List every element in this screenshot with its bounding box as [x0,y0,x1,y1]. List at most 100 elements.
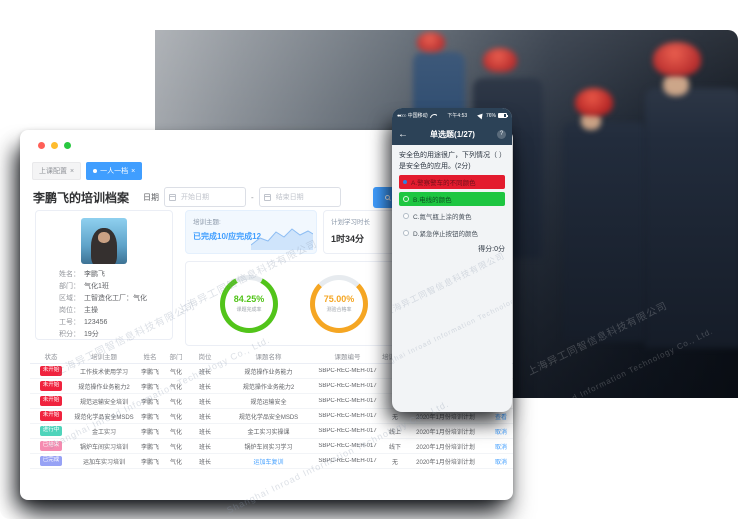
quiz-option[interactable]: D.紧急停止按钮的颜色 [399,226,505,240]
tab-一人一档[interactable]: 一人一档 × [86,162,143,180]
action-link[interactable]: 取消 [494,444,507,451]
calendar-icon [263,193,271,201]
tab-close-icon[interactable]: × [131,167,136,175]
quiz-option-text: B.电线的颜色 [413,197,452,204]
battery-icon [497,113,508,118]
post-cell: 班长 [198,384,211,391]
course-cell-link[interactable]: 运加车复训 [253,459,284,466]
post-cell: 班长 [198,444,211,451]
profile-fields: 姓名： 李鹏飞 部门： 气化1班 区域： 工智造化工厂：气化 岗位： 主操 工号： 123456 积… [46,269,166,341]
action-link[interactable]: 取消 [494,429,507,436]
status-cell: 已结束 [30,441,72,451]
clock-label: 下午4:53 [447,113,468,119]
tab-label: 一人一档 [100,168,129,175]
plan-cell: 2020年1月份培训计划 [416,429,475,436]
plan-duration-value: 1时34分 [331,234,365,244]
start-date-input[interactable] [164,187,247,207]
course-cell: 规范操作业务能力2 [242,384,295,391]
dept-cell: 气化 [169,444,182,451]
profile-field-value: 工智造化工厂：气化 [84,295,147,302]
page-title: 李鹏飞的培训档案 [33,190,130,205]
code-cell: SBPC-REC-MEH-017 [318,398,377,404]
avatar [81,218,127,264]
action-link[interactable]: 取消 [494,459,507,466]
code-cell: SBPC-REC-MEH-017 [318,413,377,419]
status-cell: 未开始 [30,381,72,391]
status-cell: 未开始 [30,396,72,406]
end-date-input[interactable] [258,187,341,207]
tab-上课配置[interactable]: 上课配置 × [32,162,82,180]
column-header: 岗位 [198,353,212,361]
table-row: 未开始 工作技术使用学习 李鹏飞 气化 班长 规范操作业务能力 SBPC-REC-MEH-0… [30,364,513,379]
dept-cell: 气化 [169,459,182,466]
plan-cell: 2020年1月份培训计划 [416,459,475,466]
sparkline-chart [251,228,313,250]
column-header: 部门 [169,353,183,361]
name-cell: 李鹏飞 [140,459,159,466]
post-cell: 班长 [198,459,211,466]
quiz-body: 安全色的用途很广，下列情况（ ）是安全色的应用。(2分) A.警察警车的不同颜色… [392,145,512,260]
profile-field-row: 部门： 气化1班 [46,281,166,293]
profile-field-label: 岗位： [59,307,80,314]
quiz-option[interactable]: A.警察警车的不同颜色 [399,175,505,189]
status-badge: 未开始 [39,396,63,406]
radio-icon [403,213,409,219]
profile-field-label: 姓名： [59,271,80,278]
training-topic-label: 培训主题: [193,219,221,226]
profile-field-label: 积分： [59,331,80,338]
topic-cell: 工作技术使用学习 [79,369,128,376]
profile-field-row: 工号： 123456 [46,317,166,329]
topic-cell: 运加车实习培训 [82,459,125,466]
status-cell: 进行中 [30,426,72,436]
back-arrow-icon[interactable]: ← [398,128,408,140]
phone-status-bar: ●●○○○ 中国移动 下午4:53 76% [392,108,512,123]
progress-ring-value: 84.25% [233,294,265,304]
profile-field-row: 积分： 19分 [46,329,166,341]
topic-cell: 锅炉车间实习培训 [79,444,128,451]
name-cell: 李鹏飞 [140,384,159,391]
tab-label: 上课配置 [39,168,67,175]
battery-percent: 76% [485,112,496,119]
training-topic-value: 已完成10/应完成12 [193,232,262,241]
help-icon[interactable]: ? [497,129,506,139]
maximize-window-icon[interactable] [64,142,71,149]
dept-cell: 气化 [169,384,182,391]
name-cell: 李鹏飞 [140,414,159,421]
course-cell: 金工实习实操课 [247,429,290,436]
column-header: 课题名称 [255,353,282,361]
column-header: 姓名 [143,353,157,361]
signal-strength-icon: ●●○○○ [397,113,407,118]
progress-ring: 75.00% 测验合格率 [310,274,368,333]
status-badge: 未开始 [39,366,63,376]
quiz-option[interactable]: C.氮气瓶上涂的黄色 [399,209,505,223]
tab-close-icon[interactable]: × [70,167,75,175]
question-text: 安全色的用途很广，下列情况（ ）是安全色的应用。(2分) [399,152,503,170]
minimize-window-icon[interactable] [51,142,58,149]
quiz-option-text: D.紧急停止按钮的颜色 [413,231,478,238]
table-row: 未开始 规范化学品安全MSDS 李鹏飞 气化 班长 规范化学品安全MSDS SBPC-REC… [30,409,513,424]
code-cell: SBPC-REC-MEH-017 [318,368,377,374]
post-cell: 班长 [198,369,211,376]
post-cell: 班长 [198,414,211,421]
course-cell: 规范运输安全 [250,399,287,406]
profile-field-label: 区域： [59,295,80,302]
profile-field-value: 李鹏飞 [84,271,105,278]
score-label: 得分:0分 [478,246,505,253]
mode-cell: 线上 [388,429,401,436]
course-cell: 规范操作业务能力 [244,369,293,376]
window-controls [38,142,71,149]
quiz-option-text: C.氮气瓶上涂的黄色 [413,214,472,221]
action-link[interactable]: 查看 [494,414,507,421]
radio-icon [403,230,409,236]
dept-cell: 气化 [169,429,182,436]
close-window-icon[interactable] [38,142,45,149]
profile-field-value: 主操 [84,307,98,314]
progress-ring-inner: 84.25% 课题完成率 [225,279,273,328]
dept-cell: 气化 [169,369,182,376]
radio-icon [403,196,409,202]
mode-cell: 线下 [388,444,401,451]
column-header: 课题编号 [334,353,361,361]
active-tab-dot [93,169,98,173]
quiz-option[interactable]: B.电线的颜色 [399,192,505,206]
mode-cell: 无 [391,414,398,421]
